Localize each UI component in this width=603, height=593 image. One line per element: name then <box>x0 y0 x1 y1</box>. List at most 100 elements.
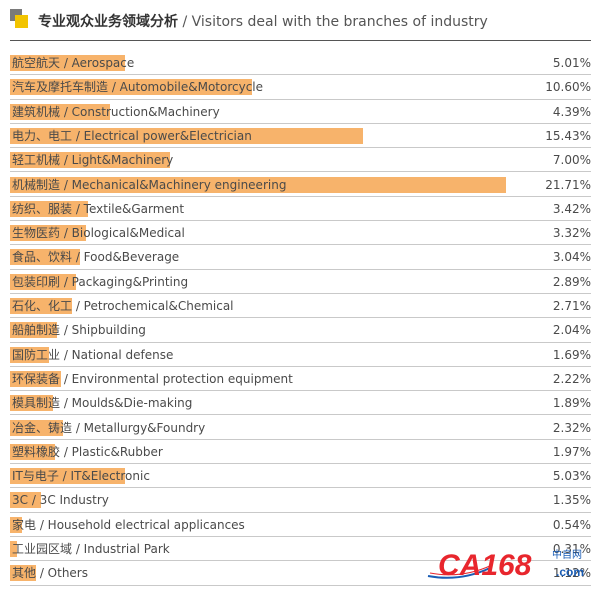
chart-row: IT与电子 / IT&Electronic 5.03% <box>10 464 591 489</box>
category-label: 机械制造 / Mechanical&Machinery engineering <box>12 177 287 192</box>
chart-bar <box>10 468 125 485</box>
category-label: 国防工业 / National defense <box>12 347 174 362</box>
row-divider <box>10 98 591 100</box>
value-label: 10.60% <box>545 80 591 95</box>
value-label: 0.54% <box>552 517 591 532</box>
svg-text:CA168: CA168 <box>438 549 532 582</box>
value-label: 2.22% <box>552 371 591 386</box>
category-label: 航空航天 / Aerospace <box>12 56 135 70</box>
row-divider <box>10 171 591 173</box>
row-divider <box>10 365 591 367</box>
chart-bar <box>10 322 57 339</box>
value-label: 15.43% <box>545 128 591 143</box>
bar-chart: 航空航天 / Aerospace 5.01% 汽车及摩托车制造 / Automobi… <box>0 51 603 587</box>
value-label: 2.04% <box>552 323 591 338</box>
chart-bar <box>10 79 253 96</box>
category-label: 冶金、铸造 / Metallurgy&Foundry <box>12 420 206 435</box>
category-label: 食品、饮料 / Food&Beverage <box>12 250 180 265</box>
row-divider <box>10 220 591 222</box>
chart-bar <box>10 152 171 169</box>
row-divider <box>10 74 591 76</box>
chart-title-separator: / <box>178 14 192 30</box>
chart-title-cn: 专业观众业务领域分析 <box>38 14 178 30</box>
ca168-watermark-logo: CA168 中自网 .com <box>427 548 584 582</box>
chart-bar <box>10 249 80 266</box>
chart-row: 轻工机械 / Light&Machinery 7.00% <box>10 148 591 173</box>
value-label: 1.97% <box>552 444 591 459</box>
row-divider <box>10 341 591 343</box>
value-label: 2.32% <box>552 420 591 435</box>
chart-row: 塑料橡胶 / Plastic&Rubber 1.97% <box>10 440 591 465</box>
value-label: 21.71% <box>545 177 591 192</box>
value-label: 1.35% <box>552 493 591 508</box>
header-divider <box>10 40 591 41</box>
chart-header: 专业观众业务领域分析 / Visitors deal with the bran… <box>0 0 603 40</box>
value-label: 1.12% <box>552 566 591 581</box>
chart-row: 食品、饮料 / Food&Beverage 3.04% <box>10 245 591 270</box>
svg-text:.com: .com <box>556 565 584 579</box>
row-divider <box>10 463 591 465</box>
chart-bar <box>10 541 18 557</box>
category-label: 建筑机械 / Construction&Machinery <box>12 104 220 119</box>
category-label: 电力、电工 / Electrical power&Electrician <box>12 128 252 143</box>
chart-row: 石化、化工 / Petrochemical&Chemical 2.71% <box>10 294 591 319</box>
value-label: 5.03% <box>552 469 591 484</box>
row-divider <box>10 438 591 440</box>
chart-row: 包装印刷 / Packaging&Printing 2.89% <box>10 270 591 294</box>
value-label: 2.89% <box>552 274 591 289</box>
value-label: 3.04% <box>552 250 591 265</box>
category-label: 纺织、服装 / Textile&Garment <box>12 201 185 216</box>
chart-bar <box>10 176 507 193</box>
chart-row: 国防工业 / National defense 1.69% <box>10 343 591 367</box>
category-label: 石化、化工 / Petrochemical&Chemical <box>12 299 234 313</box>
category-label: 生物医药 / Biological&Medical <box>12 226 185 241</box>
chart-bar <box>10 419 64 436</box>
row-divider <box>10 268 591 270</box>
value-label: 1.89% <box>552 396 591 411</box>
chart-row: 机械制造 / Mechanical&Machinery engineering 2… <box>10 173 591 197</box>
category-label: IT与电子 / IT&Electronic <box>12 469 150 484</box>
chart-bar <box>10 346 49 363</box>
value-label: 1.69% <box>552 347 591 362</box>
chart-bar <box>10 443 56 460</box>
svg-text:中自网: 中自网 <box>552 548 582 561</box>
chart-bar <box>10 103 111 120</box>
value-label: 3.42% <box>552 201 591 216</box>
chart-row: 汽车及摩托车制造 / Automobile&Motorcycle 10.60% <box>10 75 591 100</box>
category-label: 家电 / Household electrical applicances <box>12 517 245 532</box>
chart-title-en: Visitors deal with the branches of indus… <box>191 14 488 30</box>
category-label: 包装印刷 / Packaging&Printing <box>12 274 189 289</box>
row-divider <box>10 560 591 562</box>
row-divider <box>10 535 591 537</box>
value-label: 5.01% <box>552 56 591 70</box>
category-label: 3C / 3C Industry <box>12 493 109 508</box>
row-divider <box>10 414 591 416</box>
chart-bar <box>10 516 23 533</box>
category-label: 工业园区域 / Industrial Park <box>12 542 170 556</box>
row-divider <box>10 390 591 392</box>
value-label: 0.31% <box>552 542 591 556</box>
chart-bar <box>10 200 89 217</box>
row-divider <box>10 244 591 246</box>
chart-bar <box>10 225 86 242</box>
category-label: 轻工机械 / Light&Machinery <box>12 153 174 168</box>
category-label: 环保装备 / Environmental protection equipmen… <box>12 371 293 386</box>
chart-bar <box>10 273 77 290</box>
chart-row: 工业园区域 / Industrial Park 0.31% <box>10 537 591 562</box>
chart-bar <box>10 565 36 582</box>
category-label: 汽车及摩托车制造 / Automobile&Motorcycle <box>12 80 264 95</box>
chart-row: 航空航天 / Aerospace 5.01% <box>10 51 591 76</box>
chart-row: 模具制造 / Moulds&Die-making 1.89% <box>10 391 591 416</box>
chart-bar <box>10 298 72 314</box>
chart-row: 船舶制造 / Shipbuilding 2.04% <box>10 318 591 343</box>
category-label: 塑料橡胶 / Plastic&Rubber <box>12 444 163 459</box>
chart-row: 其他 / Others 1.12% <box>10 561 591 586</box>
chart-row: 纺织、服装 / Textile&Garment 3.42% <box>10 197 591 222</box>
value-label: 3.32% <box>552 226 591 241</box>
chart-bar <box>10 370 61 387</box>
value-label: 7.00% <box>552 153 591 168</box>
row-divider <box>10 317 591 319</box>
row-divider <box>10 147 591 149</box>
chart-row: 冶金、铸造 / Metallurgy&Foundry 2.32% <box>10 416 591 440</box>
chart-row: 环保装备 / Environmental protection equipmen… <box>10 367 591 392</box>
